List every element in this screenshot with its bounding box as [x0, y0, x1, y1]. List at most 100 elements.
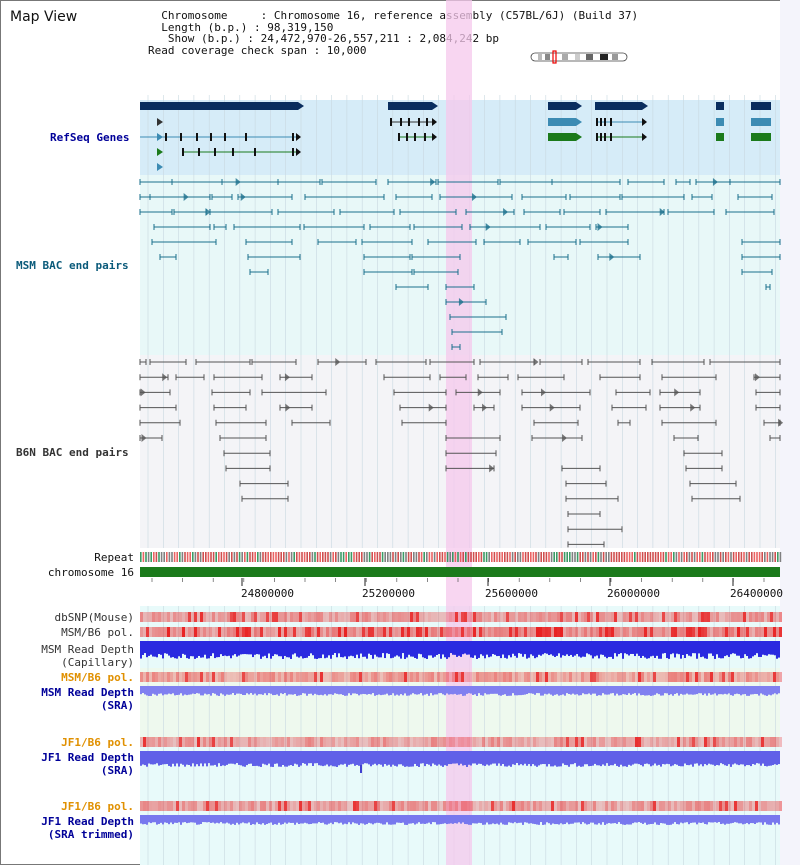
read-depth-bar: [488, 815, 490, 825]
heat-cell: [290, 612, 293, 622]
refseq-exon: [596, 133, 598, 141]
read-depth-bar: [740, 815, 742, 824]
heat-cell: [758, 672, 761, 682]
read-depth-bar: [440, 641, 442, 659]
read-depth-bar: [702, 815, 704, 823]
read-depth-bar: [564, 686, 566, 696]
repeat-element: [719, 552, 722, 562]
heat-cell: [605, 627, 608, 637]
read-depth-bar: [360, 641, 362, 654]
read-depth-bar: [698, 751, 700, 766]
heat-cell: [635, 612, 638, 622]
repeat-element: [548, 552, 550, 562]
heat-cell: [410, 801, 413, 811]
heat-cell: [629, 672, 632, 682]
heat-cell: [740, 612, 743, 622]
refseq-transcript-arrow: [296, 148, 301, 156]
read-depth-bar: [658, 751, 660, 765]
read-depth-bar: [724, 641, 726, 657]
read-depth-bar: [566, 686, 568, 694]
read-depth-bar: [354, 686, 356, 694]
heat-cell: [392, 801, 395, 811]
read-depth-bar: [308, 751, 310, 764]
read-depth-bar: [418, 686, 420, 695]
heat-cell: [296, 801, 299, 811]
read-depth-bar: [336, 641, 338, 658]
heat-cell: [605, 612, 608, 622]
read-depth-bar: [156, 641, 158, 658]
refseq-exon: [610, 133, 612, 141]
heat-cell: [191, 801, 194, 811]
read-depth-bar: [778, 751, 780, 765]
heat-cell: [260, 612, 263, 622]
read-depth-bar: [204, 751, 206, 764]
read-depth-bar: [756, 751, 758, 764]
read-depth-bar: [514, 815, 516, 823]
heat-cell: [404, 801, 407, 811]
refseq-gene-arrow: [642, 102, 648, 110]
read-depth-bar: [462, 751, 464, 766]
read-depth-bar: [238, 751, 240, 765]
heat-cell: [641, 801, 644, 811]
heat-cell: [578, 801, 581, 811]
read-depth-bar: [174, 751, 176, 767]
heat-cell: [590, 672, 593, 682]
repeat-element: [631, 552, 633, 562]
read-depth-bar: [570, 686, 572, 695]
read-depth-bar: [744, 686, 746, 695]
read-depth-bar: [660, 751, 662, 767]
read-depth-bar: [180, 751, 182, 764]
heat-cell: [251, 801, 254, 811]
heat-cell: [272, 737, 275, 747]
heat-cell: [737, 672, 740, 682]
read-depth-bar: [662, 815, 664, 824]
heat-cell: [446, 737, 449, 747]
heat-cell: [173, 737, 176, 747]
heat-cell: [695, 627, 698, 637]
read-depth-bar: [502, 751, 504, 765]
heat-cell: [536, 627, 539, 637]
heat-cell: [548, 801, 551, 811]
heat-cell: [278, 672, 281, 682]
heat-cell: [293, 672, 296, 682]
heat-cell: [659, 672, 662, 682]
read-depth-bar: [644, 751, 646, 764]
read-depth-bar: [552, 815, 554, 824]
read-depth-bar: [528, 751, 530, 765]
read-depth-bar: [358, 751, 360, 766]
repeat-element: [358, 552, 360, 562]
heat-cell: [725, 612, 728, 622]
read-depth-bar: [336, 686, 338, 694]
heat-cell: [452, 801, 455, 811]
heat-cell: [683, 737, 686, 747]
track-label-msm-bac[interactable]: MSM BAC end pairs: [16, 259, 129, 272]
read-depth-bar: [548, 686, 550, 694]
read-depth-bar: [268, 641, 270, 654]
read-depth-bar: [436, 641, 438, 655]
heat-cell: [623, 801, 626, 811]
heat-cell: [335, 612, 338, 622]
heat-cell: [626, 737, 629, 747]
read-depth-bar: [346, 751, 348, 767]
read-depth-bar: [384, 815, 386, 825]
read-depth-bar: [616, 641, 618, 657]
heat-cell: [485, 737, 488, 747]
read-depth-bar: [472, 815, 474, 824]
heat-cell: [302, 672, 305, 682]
read-depth-bar: [682, 641, 684, 656]
heat-cell: [488, 737, 491, 747]
bac-end-pair-marker: [674, 388, 680, 397]
repeat-element: [368, 552, 371, 562]
read-depth-bar: [320, 751, 322, 766]
track-label-refseq[interactable]: RefSeq Genes: [50, 131, 130, 144]
heat-cell: [179, 737, 182, 747]
track-label-b6n-bac[interactable]: B6N BAC end pairs: [16, 446, 129, 459]
read-depth-bar: [454, 641, 456, 655]
heat-cell: [248, 612, 251, 622]
heat-cell: [746, 672, 749, 682]
heat-cell: [296, 627, 299, 637]
read-depth-bar: [610, 751, 612, 766]
heat-cell: [470, 801, 473, 811]
heat-cell: [590, 801, 593, 811]
